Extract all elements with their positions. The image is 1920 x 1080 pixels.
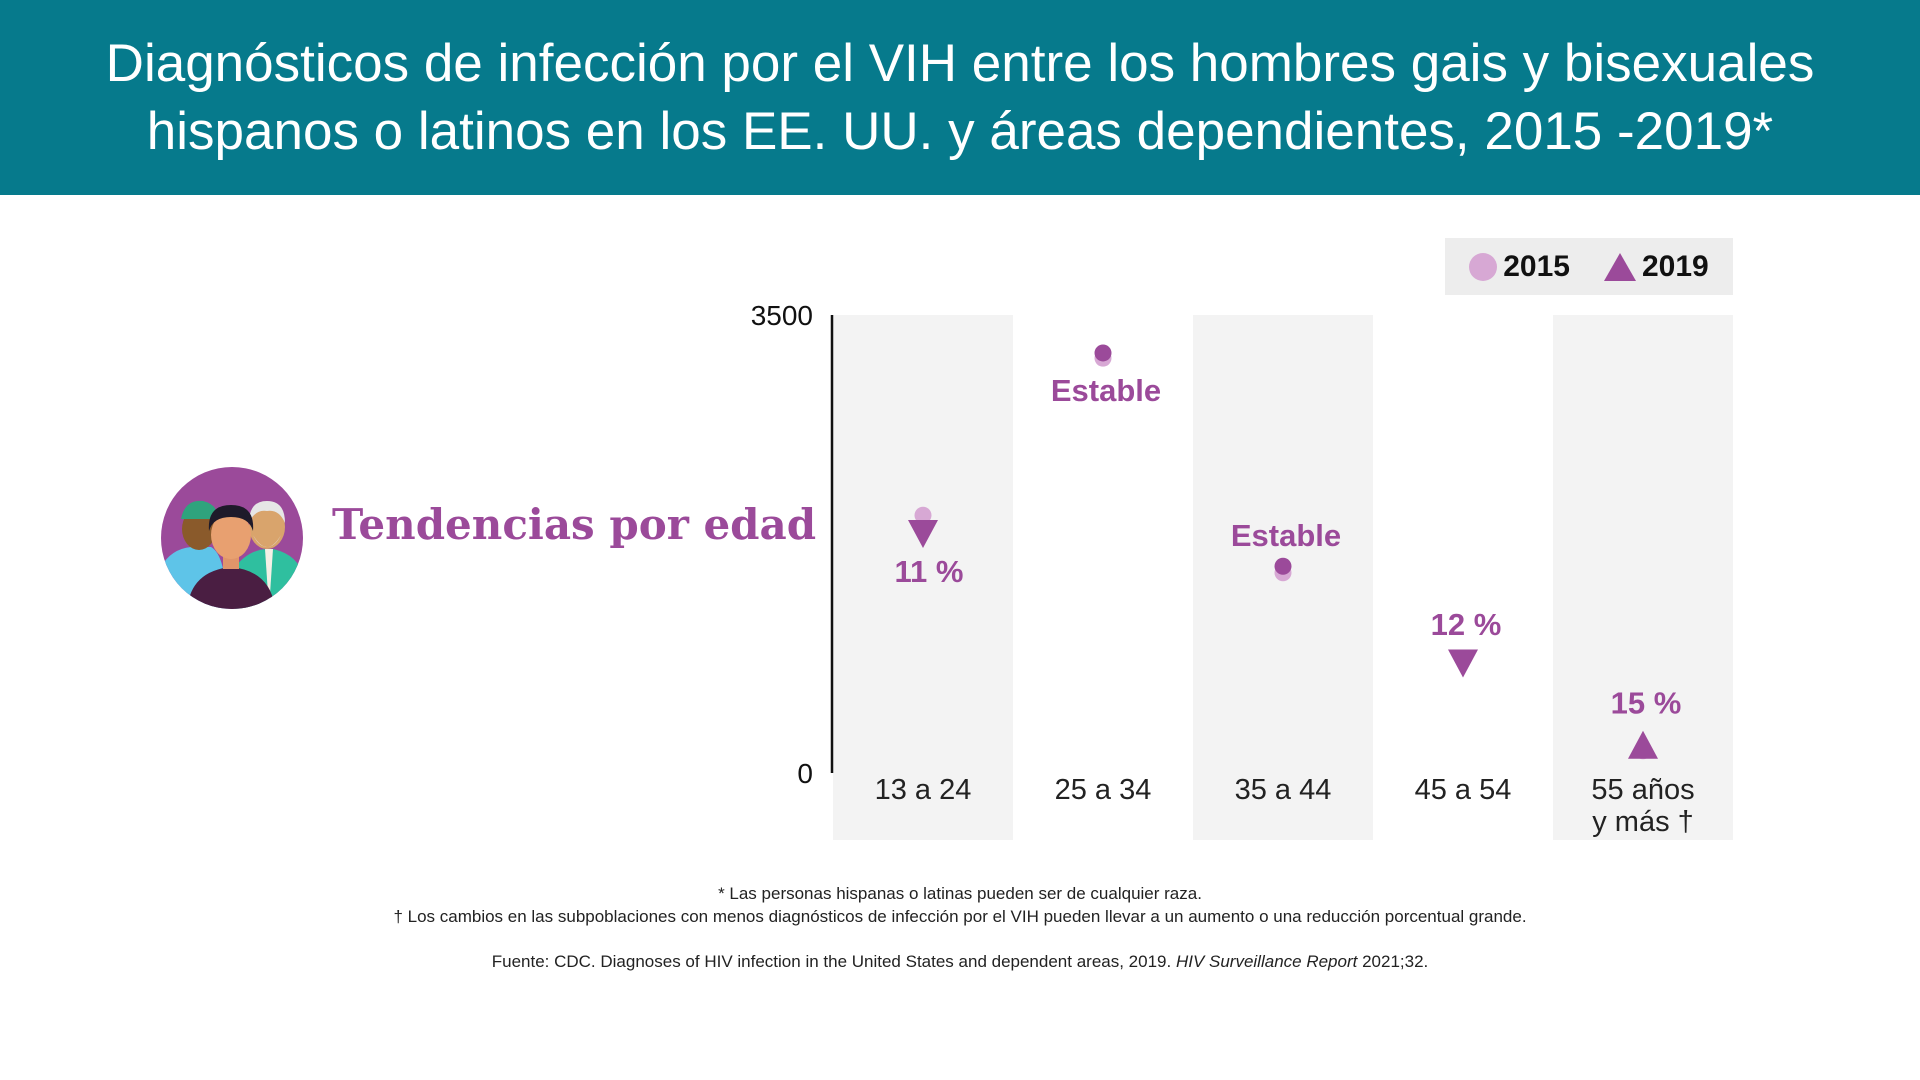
circle-marker-icon xyxy=(1469,252,1498,281)
category-band xyxy=(1553,315,1733,840)
footnote-dagger: † Los cambios en las subpoblaciones con … xyxy=(393,907,1527,926)
x-tick-label: 35 a 44 xyxy=(1235,774,1332,806)
triangle-marker-icon xyxy=(1604,252,1636,281)
footnote-race: * Las personas hispanas o latinas pueden… xyxy=(718,884,1202,903)
x-tick-label: 25 a 34 xyxy=(1055,774,1152,806)
data-annotation: 11 % xyxy=(895,554,964,589)
legend-item-2019: 2019 xyxy=(1604,250,1709,284)
x-tick-label: 13 a 24 xyxy=(875,774,972,806)
data-annotation: 15 % xyxy=(1611,686,1682,721)
x-tick-label: 55 años xyxy=(1591,774,1694,806)
y-tick-label: 3500 xyxy=(751,300,813,331)
title-banner: Diagnósticos de infección por el VIH ent… xyxy=(0,0,1920,195)
legend-item-2015: 2015 xyxy=(1469,250,1570,284)
source-journal: HIV Surveillance Report xyxy=(1175,952,1358,971)
data-annotation: Estable xyxy=(1051,373,1161,408)
section-title: Tendencias por edad xyxy=(332,500,817,549)
marker-2019 xyxy=(908,520,938,548)
legend-label-2015: 2015 xyxy=(1503,249,1570,283)
data-annotation: 12 % xyxy=(1431,607,1502,642)
legend-label-2019: 2019 xyxy=(1642,249,1709,283)
x-tick-label: y más † xyxy=(1592,806,1694,838)
y-tick-label: 0 xyxy=(797,758,813,789)
source-prefix: Fuente: CDC. Diagnoses of HIV infection … xyxy=(491,952,1176,971)
marker-2019 xyxy=(1274,557,1292,575)
data-annotation: Estable xyxy=(1231,518,1341,553)
marker-2019 xyxy=(1628,730,1658,759)
page-title: Diagnósticos de infección por el VIH ent… xyxy=(105,33,1815,161)
marker-2019 xyxy=(1094,344,1112,362)
source-suffix: 2021;32. xyxy=(1357,952,1429,971)
marker-2019 xyxy=(1448,649,1478,678)
people-group-icon xyxy=(161,467,303,609)
source-citation: Fuente: CDC. Diagnoses of HIV infection … xyxy=(0,950,1920,973)
footnotes: * Las personas hispanas o latinas pueden… xyxy=(0,882,1920,973)
x-tick-label: 45 a 54 xyxy=(1415,774,1512,806)
category-band xyxy=(833,315,1013,840)
chart-legend: 2015 2019 xyxy=(1445,238,1733,295)
